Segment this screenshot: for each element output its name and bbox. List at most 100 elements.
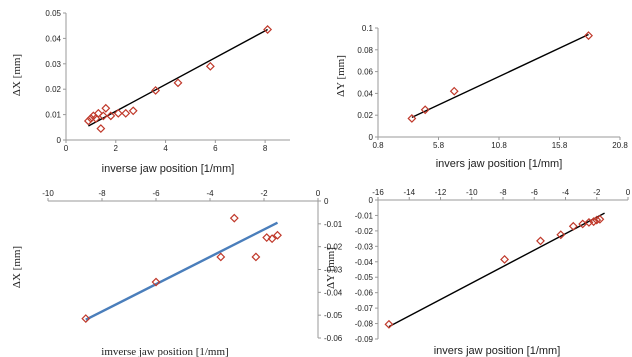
data-point [263,25,273,34]
x-tick-label: -4 [206,189,214,198]
y-tick-label: -0.02 [324,243,343,252]
data-point [407,114,417,123]
x-tick-label: 6 [213,144,218,153]
data-point [267,234,277,244]
data-point [173,78,183,88]
x-tick-label: 5.8 [433,141,445,150]
x-tick-label: -8 [499,188,507,197]
x-tick-label: -12 [435,188,447,197]
y-tick-label: -0.06 [355,289,374,298]
x-tick-label: 0.8 [372,141,384,150]
x-tick-label: -10 [466,188,478,197]
x-tick-label: -6 [531,188,539,197]
trendline [388,212,605,328]
y-tick-label: 0.03 [45,60,61,69]
data-point [128,106,138,116]
y-tick-label: 0.02 [357,111,373,120]
y-axis-title: ΔY [mm] [335,55,347,97]
x-tick-label: -2 [260,189,268,198]
x-tick-label: 20.8 [612,141,628,150]
data-point [592,215,602,225]
y-tick-label: -0.09 [355,335,374,344]
data-point [262,233,272,242]
x-tick-label: -6 [152,189,160,198]
y-axis-title: ΔX [mm] [11,54,23,96]
x-tick-label: 2 [114,144,119,153]
data-point [93,108,103,118]
trendline [85,221,279,321]
y-tick-label: -0.05 [355,273,374,282]
data-point [449,86,459,96]
y-axis-title: ΔX [mm] [11,246,23,288]
y-tick-label: -0.04 [324,288,343,297]
y-tick-label: 0.04 [357,89,373,98]
y-tick-label: 0.06 [357,68,373,77]
data-point [420,105,430,115]
y-tick-label: 0.08 [357,46,373,55]
x-axis-title: imverse jaw position [1/mm] [101,346,228,357]
y-tick-label: -0.03 [355,242,374,251]
chart-top-right: invers jaw position [1/mm] ΔY [mm] 0.8 5.… [335,24,628,170]
data-point [589,217,599,227]
trendline [411,33,589,119]
y-tick-label: 0.1 [362,24,374,33]
x-tick-label: 0 [64,144,69,153]
x-tick-label: 0 [626,188,631,197]
data-point [81,314,91,324]
x-tick-label: 8 [263,144,268,153]
y-tick-label: -0.04 [355,258,374,267]
x-tick-label: -2 [593,188,601,197]
data-point [229,213,239,223]
y-tick-label: 0.01 [45,111,61,120]
data-point [88,111,98,121]
data-point [568,221,578,231]
y-tick-label: 0 [369,133,374,142]
x-axis-title: invers jaw position [1/mm] [434,345,561,357]
x-tick-label: -16 [372,188,384,197]
x-axis-title: inverse jaw position [1/mm] [102,163,235,175]
data-point [106,111,116,121]
data-point [121,108,131,118]
data-point [86,113,96,123]
x-tick-label: -8 [98,189,106,198]
x-tick-label: -4 [562,188,570,197]
y-tick-label: -0.07 [355,304,374,313]
data-point [151,277,161,287]
x-tick-label: -14 [403,188,415,197]
x-tick-label: 0 [316,189,321,198]
data-point [595,214,605,224]
x-axis-title: invers jaw position [1/mm] [436,158,563,170]
y-axis-title: ΔY [mm] [325,247,337,289]
y-tick-label: -0.03 [324,266,343,275]
y-tick-label: -0.01 [355,211,374,220]
data-point [98,111,108,121]
x-tick-label: 4 [163,144,168,153]
data-point [584,217,594,227]
data-point [101,103,111,113]
data-point [556,230,566,240]
data-point [251,252,261,262]
chart-bottom-right: invers jaw position [1/mm] ΔY [mm] -16 -1… [325,188,631,357]
data-point [83,116,93,126]
data-point [384,319,394,329]
y-tick-label: 0.04 [45,34,61,43]
data-point [96,124,106,134]
data-point [216,252,226,262]
y-tick-label: -0.02 [355,227,374,236]
y-tick-label: 0.02 [45,85,61,94]
trendline [88,28,268,127]
data-point [584,31,593,41]
y-tick-label: -0.05 [324,311,343,320]
y-tick-label: -0.08 [355,320,374,329]
data-point [205,61,215,71]
y-tick-label: 0 [57,136,62,145]
chart-bottom-left: imverse jaw position [1/mm] ΔX [mm] -10 -… [11,189,343,357]
x-tick-label: 10.8 [491,141,507,150]
data-point [536,236,545,246]
x-tick-label: 15.8 [552,141,568,150]
data-point [151,86,161,95]
data-point [500,255,510,264]
x-tick-label: -10 [42,189,54,198]
y-tick-label: -0.06 [324,334,343,343]
y-tick-label: 0.05 [45,9,61,18]
